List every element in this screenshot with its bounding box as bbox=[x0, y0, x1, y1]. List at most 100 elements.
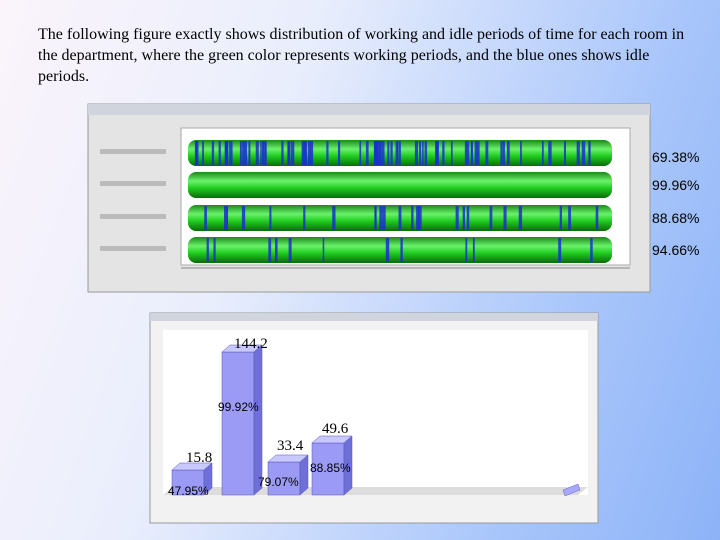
idle-streak bbox=[466, 141, 470, 165]
idle-streak bbox=[398, 206, 402, 230]
idle-streak bbox=[435, 141, 439, 165]
idle-streak bbox=[239, 141, 242, 165]
idle-streak bbox=[411, 206, 414, 230]
idle-streak bbox=[395, 141, 399, 165]
idle-streak bbox=[506, 141, 510, 165]
percent-label: 88.68% bbox=[652, 210, 699, 226]
idle-streak bbox=[211, 141, 215, 165]
row-label bbox=[100, 246, 166, 251]
idle-streak bbox=[268, 238, 272, 262]
idle-streak bbox=[568, 206, 572, 230]
idle-streak bbox=[225, 141, 228, 165]
idle-streak bbox=[450, 141, 453, 165]
idle-streak bbox=[337, 141, 341, 165]
idle-streak bbox=[416, 206, 420, 230]
idle-streak bbox=[424, 141, 428, 165]
idle-streak bbox=[398, 141, 401, 165]
idle-streak bbox=[455, 206, 459, 230]
bar-front bbox=[171, 469, 205, 496]
row-label bbox=[100, 149, 166, 154]
idle-streak bbox=[229, 141, 233, 165]
cylinder bbox=[188, 237, 612, 263]
idle-streak bbox=[326, 141, 329, 165]
bar-side bbox=[343, 435, 353, 496]
bar-side bbox=[253, 344, 263, 496]
idle-streak bbox=[590, 238, 593, 262]
idle-streak bbox=[558, 238, 562, 262]
idle-streak bbox=[308, 141, 311, 165]
idle-streak bbox=[385, 238, 390, 262]
idle-streak bbox=[465, 238, 468, 262]
idle-streak bbox=[195, 141, 199, 165]
idle-streak bbox=[218, 141, 221, 165]
idle-streak bbox=[489, 206, 493, 230]
idle-streak bbox=[422, 141, 424, 165]
idle-streak bbox=[518, 206, 523, 230]
row-label bbox=[100, 181, 166, 186]
idle-streak bbox=[581, 141, 586, 165]
idle-streak bbox=[303, 206, 306, 230]
idle-streak bbox=[466, 206, 470, 230]
idle-streak bbox=[464, 141, 467, 165]
idle-streak bbox=[291, 141, 295, 165]
idle-streak bbox=[248, 141, 251, 165]
idle-streak bbox=[281, 141, 284, 165]
value-label: 33.4 bbox=[277, 438, 304, 454]
percent-label: 94.66% bbox=[652, 242, 699, 258]
bar-front bbox=[311, 442, 345, 496]
idle-streak bbox=[269, 206, 272, 230]
idle-streak bbox=[474, 141, 478, 165]
idle-streak bbox=[485, 141, 489, 165]
idle-streak bbox=[472, 238, 475, 262]
idle-streak bbox=[206, 238, 209, 262]
idle-streak bbox=[382, 206, 386, 230]
idle-streak bbox=[365, 141, 369, 165]
percent-label: 88.85% bbox=[310, 461, 351, 475]
bar-side bbox=[203, 462, 213, 496]
idle-streak bbox=[576, 141, 580, 165]
idle-streak bbox=[500, 141, 503, 165]
idle-streak bbox=[261, 141, 264, 165]
idle-streak bbox=[419, 141, 422, 165]
idle-streak bbox=[310, 141, 314, 165]
idle-streak bbox=[418, 206, 422, 230]
idle-streak bbox=[322, 238, 325, 262]
cylinder bbox=[188, 172, 612, 198]
value-label: 49.6 bbox=[322, 421, 349, 437]
idle-streak bbox=[379, 206, 383, 230]
bar-front bbox=[221, 351, 255, 496]
idle-streak bbox=[397, 141, 399, 165]
idle-streak bbox=[213, 238, 216, 262]
idle-streak bbox=[242, 141, 245, 165]
idle-streak bbox=[332, 206, 336, 230]
idle-streak bbox=[502, 141, 505, 165]
percent-label: 99.92% bbox=[218, 400, 259, 414]
idle-streak bbox=[400, 238, 403, 262]
idle-streak bbox=[387, 141, 390, 165]
idle-streak bbox=[359, 141, 362, 165]
idle-streak bbox=[288, 238, 292, 262]
idle-streak bbox=[275, 238, 278, 262]
idle-streak bbox=[390, 141, 393, 165]
idle-streak bbox=[548, 141, 552, 165]
percent-label: 99.96% bbox=[652, 177, 699, 193]
idle-streak bbox=[287, 141, 290, 165]
idle-streak bbox=[226, 206, 229, 230]
idle-streak bbox=[462, 206, 465, 230]
idle-streak bbox=[374, 141, 378, 165]
idle-streak bbox=[520, 141, 522, 165]
idle-streak bbox=[224, 206, 228, 230]
idle-streak bbox=[559, 206, 562, 230]
idle-streak bbox=[262, 141, 267, 165]
bar-chart-screenshot bbox=[149, 312, 599, 524]
idle-streak bbox=[255, 141, 259, 165]
idle-streak bbox=[243, 141, 248, 165]
state-plot-screenshot bbox=[87, 103, 651, 293]
idle-streak bbox=[414, 141, 419, 165]
percent-label: 69.38% bbox=[652, 149, 699, 165]
idle-streak bbox=[302, 141, 307, 165]
percent-label: 79.07% bbox=[258, 475, 299, 489]
value-label: 144.2 bbox=[234, 336, 268, 352]
